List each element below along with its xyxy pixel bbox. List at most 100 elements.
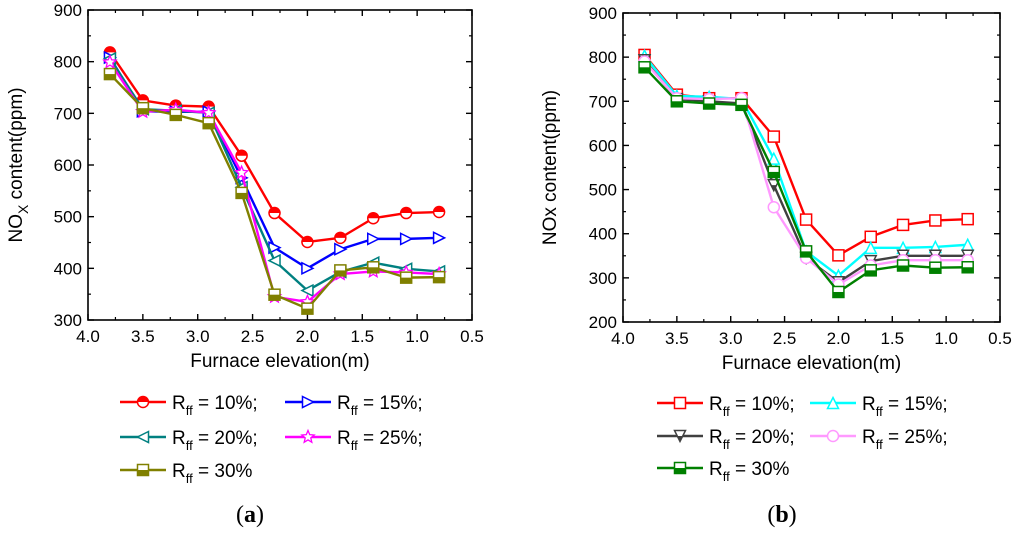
legend-label: Rff = 10%;	[709, 394, 795, 419]
y-axis-title: NOx content(ppm)	[540, 90, 561, 245]
legend-item: Rff = 30%	[657, 459, 790, 484]
y-tick-label: 700	[589, 92, 617, 111]
x-tick-label: 1.0	[405, 327, 429, 346]
marker-square	[929, 214, 942, 227]
legend: Rff = 10%; Rff = 15%; Rff = 20%; Rff = 25%;…	[120, 393, 423, 486]
marker-triangle	[367, 232, 381, 246]
legend-swatch-marker	[673, 429, 687, 444]
marker-square-fill	[104, 74, 116, 80]
marker-triangle	[399, 232, 414, 246]
marker-square-fill	[137, 470, 149, 476]
series-1	[103, 46, 446, 249]
marker-circle-fill	[104, 46, 116, 53]
series-3	[102, 51, 446, 298]
x-axis-title: Furnace elevation(m)	[722, 353, 902, 374]
marker-square-fill	[962, 267, 974, 273]
y-axis-title: NOX content(ppm)	[6, 87, 31, 242]
marker-square-fill	[367, 267, 379, 273]
data-point	[896, 218, 910, 232]
marker-star	[102, 53, 118, 69]
x-tick-label: 4.0	[76, 327, 100, 346]
data-point	[799, 213, 813, 226]
marker-triangle-fill	[677, 436, 683, 442]
y-tick-label: 200	[589, 313, 617, 332]
data-point	[767, 151, 781, 165]
y-tick-label: 300	[54, 311, 82, 330]
series-line	[108, 56, 440, 270]
x-tick-label: 3.5	[131, 327, 155, 346]
marker-triangle	[135, 430, 150, 444]
chart-panel-b: 4.0 3.5 3.0 2.5 2.0 1.5 1.0 0.5 200 300 400 500 600 7…	[540, 4, 1012, 528]
data-point	[200, 104, 217, 120]
marker-star	[233, 164, 250, 180]
x-tick-label: 2.5	[773, 329, 797, 348]
data-point	[832, 249, 845, 262]
marker-circle-fill	[137, 396, 149, 402]
series-5	[638, 61, 974, 299]
marker-circle-fill	[203, 101, 215, 107]
data-point	[767, 165, 781, 179]
data-point	[268, 288, 281, 301]
marker-square	[799, 213, 813, 226]
data-point	[367, 261, 380, 274]
data-point	[961, 212, 974, 226]
data-point	[432, 270, 446, 284]
y-tick-label: 900	[54, 1, 82, 20]
y-tick-label: 500	[54, 208, 82, 227]
marker-square-fill	[674, 468, 686, 474]
data-point	[367, 211, 380, 225]
x-tick-label: 2.0	[296, 327, 320, 346]
marker-circle-fill	[269, 207, 281, 214]
marker-circle	[826, 429, 840, 443]
marker-triangle	[432, 231, 447, 245]
marker-square	[832, 249, 845, 262]
data-point	[864, 230, 877, 244]
data-point	[334, 264, 347, 277]
data-point	[961, 261, 974, 274]
marker-square-fill	[301, 308, 313, 315]
data-point	[864, 264, 877, 277]
x-tick-label: 4.0	[611, 329, 635, 348]
marker-circle-fill	[301, 236, 313, 242]
data-point	[702, 97, 716, 110]
y-tick-label: 400	[54, 259, 82, 278]
data-point	[301, 302, 314, 315]
data-point	[367, 232, 381, 246]
marker-circle-fill	[433, 206, 445, 213]
legend-label: Rff = 15%;	[862, 394, 948, 419]
data-point	[102, 53, 118, 69]
legend-label: Rff = 20%;	[172, 428, 258, 453]
data-point	[202, 116, 215, 130]
marker-triangle	[301, 261, 315, 276]
legend-swatch-marker	[301, 395, 316, 409]
data-point	[399, 206, 413, 220]
marker-triangle	[334, 242, 348, 256]
marker-square-fill	[137, 108, 149, 114]
data-point	[896, 259, 910, 272]
y-tick-label: 600	[589, 136, 617, 155]
legend-item: Rff = 15%;	[285, 393, 423, 418]
data-point	[301, 261, 315, 276]
marker-circle-fill	[236, 150, 248, 156]
marker-square-fill	[400, 277, 412, 284]
legend-swatch-marker	[135, 430, 150, 444]
legend-swatch-marker	[673, 396, 687, 410]
legend: Rff = 10%; Rff = 15%; Rff = 20%; Rff = 25%;…	[657, 394, 948, 484]
data-point	[767, 130, 781, 143]
series-1	[638, 48, 974, 262]
marker-triangle	[300, 283, 314, 298]
marker-square-fill	[639, 67, 651, 73]
legend-label: Rff = 30%	[172, 461, 253, 486]
marker-circle-fill	[367, 212, 379, 219]
data-point	[235, 186, 248, 200]
legend-item: Rff = 15%;	[810, 394, 948, 419]
marker-square	[864, 230, 877, 244]
legend-item: Rff = 20%;	[657, 427, 795, 452]
data-point	[334, 242, 348, 256]
y-tick-label: 800	[589, 48, 617, 67]
series-line	[643, 55, 968, 277]
marker-square-fill	[735, 104, 747, 111]
data-point	[103, 67, 117, 81]
data-point	[399, 271, 413, 284]
